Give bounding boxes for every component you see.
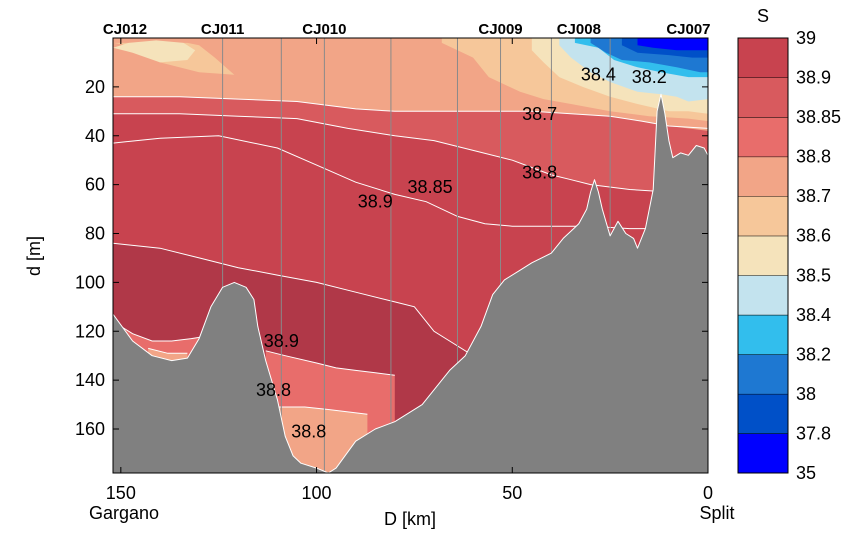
colorbar-label-0: 35 [796,463,816,483]
contour-label-1: 38.2 [632,67,667,87]
seabed [113,93,708,473]
x-axis-ticks: 150 100 50 0 [106,38,713,503]
salinity-band-2 [113,113,708,229]
colorbar-label-1: 37.8 [796,423,831,443]
colorbar-segment-9 [738,77,788,118]
y-tick-label-3: 80 [85,224,105,244]
y-tick-label-0: 20 [85,77,105,97]
colorbar-label-6: 38.6 [796,226,831,246]
salinity-band-1 [113,96,708,192]
x-tick-label-3: 0 [703,483,713,503]
x-tick-label-2: 50 [502,483,522,503]
colorbar-segment-8 [738,117,788,157]
colorbar-label-4: 38.4 [796,305,831,325]
station-labels: CJ012 CJ011 CJ010 CJ009 CJ008 CJ007 [103,21,711,38]
contour-label-8: 38.8 [291,421,326,441]
contour-label-7: 38.8 [256,380,291,400]
isohaline-38.7 [277,406,368,415]
colorbar-segment-3 [738,314,788,355]
y-tick-label-6: 140 [75,370,105,390]
contour-label-3: 38.8 [522,162,557,182]
x-tick-label-0: 150 [106,483,136,503]
y-axis-label: d [m] [24,236,44,276]
colorbar-segment-7 [738,156,788,197]
contour-label-6: 38.9 [264,331,299,351]
x-end-label-left: Gargano [89,503,159,523]
colorbar-segment-0 [738,433,788,473]
colorbar-label-5: 38.5 [796,265,831,285]
station-label-CJ007: CJ007 [666,21,710,38]
seabed-bathymetry [113,93,708,473]
colorbar: S 3537.83838.238.438.538.638.738.838.853… [737,6,841,483]
colorbar-label-9: 38.85 [796,107,841,127]
station-label-CJ011: CJ011 [201,21,244,38]
colorbar-segment-4 [738,275,788,315]
y-tick-label-1: 40 [85,126,105,146]
contour-label-0: 38.4 [581,65,616,85]
contour-label-4: 38.85 [408,177,453,197]
colorbar-frame [737,37,789,474]
isohaline-38.8 [113,96,708,129]
station-label-CJ008: CJ008 [557,21,601,38]
plot-frame [112,37,709,474]
colorbar-title: S [757,6,769,26]
y-tick-label-5: 120 [75,321,105,341]
y-tick-label-4: 100 [75,272,105,292]
colorbar-labels: 35 37.8 38 38.2 38.4 38.5 38.6 38.7 38.8 38.85 38.… [796,28,841,483]
colorbar-segments [738,37,788,473]
isohaline-38.8 [113,321,207,342]
colorbar-label-10: 38.9 [796,68,831,88]
y-axis-ticks: 20 40 60 80 100 120 140 160 [75,77,708,439]
contour-label-2: 38.7 [522,104,557,124]
y-tick-label-7: 160 [75,419,105,439]
x-axis-label: D [km] [384,509,436,529]
colorbar-label-8: 38.8 [796,147,831,167]
x-tick-label-1: 100 [302,483,332,503]
colorbar-label-3: 38.2 [796,344,831,364]
contour-labels: 38.4 38.2 38.7 38.8 38.85 38.9 38.9 38.8 38.8 [256,65,667,442]
colorbar-segment-2 [738,354,788,394]
colorbar-label-7: 38.7 [796,186,831,206]
colorbar-label-11: 39 [796,28,816,48]
surface-patch-35 [637,38,708,51]
isohaline-38.8 [265,350,395,376]
colorbar-label-2: 38 [796,384,816,404]
station-label-CJ010: CJ010 [302,21,346,38]
x-end-label-right: Split [699,503,734,523]
y-tick-label-2: 60 [85,175,105,195]
station-label-CJ009: CJ009 [478,21,522,38]
colorbar-segment-5 [738,235,788,276]
surface-patch-38.5 [113,40,196,63]
colorbar-segment-1 [738,393,788,434]
plot-area: 38.4 38.2 38.7 38.8 38.85 38.9 38.9 38.8 38.8 [112,37,709,474]
station-label-CJ012: CJ012 [103,21,147,38]
colorbar-segment-10 [738,38,788,78]
contour-label-5: 38.9 [358,192,393,212]
colorbar-segment-6 [738,196,788,236]
isohaline-38.7 [148,347,188,354]
